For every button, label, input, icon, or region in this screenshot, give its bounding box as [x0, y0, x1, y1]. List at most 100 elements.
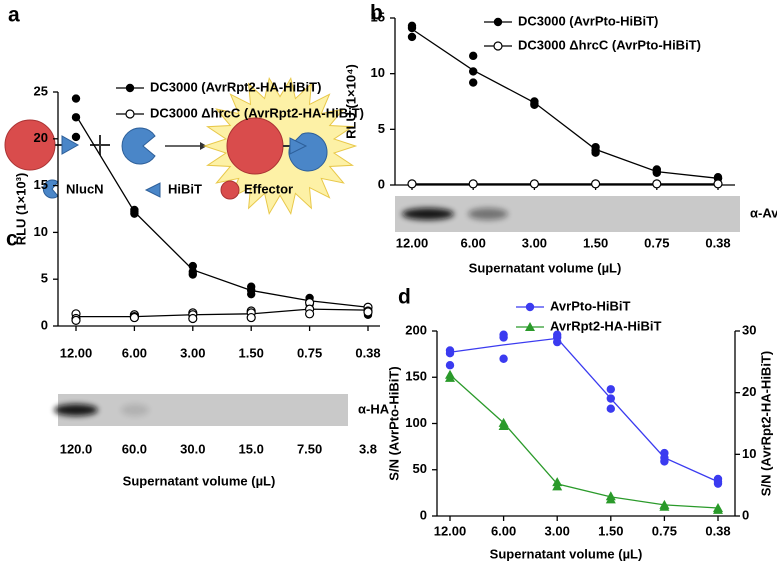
legend-marker: [493, 17, 503, 27]
data-point: [305, 309, 315, 319]
y2-axis-title: S/N (AvrRpt2-HA-HiBiT): [758, 351, 773, 496]
data-point: [188, 313, 198, 324]
y-tick-label: 0: [378, 176, 385, 191]
legend-label: DC3000 ΔhrcC (AvrPto-HiBiT): [518, 37, 701, 52]
x-tick-label: 1.50: [239, 345, 264, 360]
data-point: [652, 179, 662, 189]
data-point: [606, 404, 616, 413]
x-axis-title: Supernatant volume (µL): [490, 546, 643, 561]
y-tick-label: 5: [378, 121, 385, 136]
y-tick-label: 5: [41, 271, 48, 286]
chart-panel: c 0 5 10 15 20 25 12.00 120.0 6.00 60.0 3.00 30.0 1.5…: [6, 79, 390, 488]
x-axis-title: Supernatant volume (µL): [123, 473, 276, 488]
y-tick-label: 200: [405, 322, 427, 337]
panel-a: a NlucN HiBiT Effector: [4, 4, 358, 216]
x-tick-label-secondary: 30.0: [180, 441, 205, 456]
data-point: [713, 179, 723, 189]
data-point: [469, 51, 478, 61]
legend-label: DC3000 ΔhrcC (AvrRpt2-HA-HiBiT): [150, 105, 364, 120]
legend-marker: [525, 322, 535, 331]
legend-label: DC3000 (AvrPto-HiBiT): [518, 13, 658, 28]
x-tick-label: 1.50: [583, 235, 608, 250]
hibit-legend-icon: [144, 182, 161, 198]
x-axis-title: Supernatant volume (µL): [469, 260, 622, 275]
x-tick-label: 0.75: [652, 523, 677, 538]
x-tick-label: 3.00: [522, 235, 547, 250]
y-tick-label: 15: [34, 177, 48, 192]
data-point: [445, 349, 455, 358]
series-line: [75, 115, 369, 308]
y2-tick-label: 20: [742, 384, 756, 399]
x-tick-label: 12.00: [396, 235, 429, 250]
blot-label: α-HA: [358, 401, 390, 416]
y-tick-label: 10: [34, 224, 48, 239]
data-point: [407, 23, 417, 33]
chart-panel: b 0 5 10 15 12.00 6.00 3.00 1.50 0.75 0.38 RLU (1×1…: [343, 2, 777, 276]
x-tick-label: 3.00: [545, 523, 570, 538]
blot-band: [468, 208, 508, 220]
legend-label: NlucN: [66, 181, 104, 196]
data-point: [530, 100, 539, 110]
y2-tick-label: 30: [742, 322, 756, 337]
hibit-icon: [61, 135, 80, 155]
data-point: [445, 361, 455, 370]
x-tick-label: 0.38: [355, 345, 380, 360]
data-point: [468, 179, 478, 189]
data-point: [553, 337, 562, 347]
legend-label: AvrRpt2-HA-HiBiT: [550, 318, 662, 333]
data-point: [445, 372, 455, 382]
y-tick-label: 10: [371, 65, 385, 80]
effector-icon: [226, 117, 284, 175]
x-tick-label: 0.75: [297, 345, 322, 360]
nlucn-icon: [121, 127, 156, 165]
data-point: [71, 94, 81, 103]
y-axis-title: RLU (1×10⁴): [343, 64, 358, 139]
y-tick-label: 20: [34, 130, 48, 145]
x-tick-label: 0.38: [705, 235, 730, 250]
legend-marker: [125, 109, 135, 119]
data-point: [499, 354, 508, 363]
data-point: [499, 333, 508, 342]
x-tick-label-secondary: 7.50: [297, 441, 322, 456]
legend-label: HiBiT: [168, 181, 202, 196]
data-point: [659, 501, 670, 511]
legend-label: DC3000 (AvrRpt2-HA-HiBiT): [150, 79, 321, 94]
blot-band: [54, 404, 98, 416]
data-point: [71, 113, 81, 122]
y2-tick-label: 10: [742, 446, 756, 461]
data-point: [713, 504, 723, 514]
data-point: [363, 307, 373, 317]
data-point: [552, 481, 563, 491]
blot-band: [121, 404, 149, 416]
data-point: [606, 385, 616, 394]
data-point: [713, 479, 723, 488]
x-tick-label: 6.00: [122, 345, 147, 360]
data-point: [407, 32, 417, 42]
data-point: [71, 132, 81, 142]
legend-marker: [493, 41, 503, 51]
y-axis-title: RLU (1×10³): [13, 173, 28, 246]
data-point: [407, 179, 417, 189]
data-point: [130, 209, 139, 218]
chart-panel: d 0 50 100 150 200 0 10 20 30S/N (AvrRpt2-HA-HiBi…: [386, 286, 773, 562]
x-tick-label-secondary: 120.0: [60, 441, 93, 456]
data-point: [129, 312, 139, 323]
data-point: [606, 394, 616, 403]
y-tick-label: 0: [41, 317, 48, 332]
x-tick-label: 3.00: [180, 345, 205, 360]
series-line: [411, 28, 719, 179]
hibit-icon: [289, 137, 308, 155]
data-point: [590, 179, 601, 189]
y-tick-label: 100: [405, 415, 427, 430]
panel-label: a: [8, 4, 20, 27]
y-tick-label: 0: [420, 507, 427, 522]
data-point: [591, 148, 600, 157]
blot-band: [402, 208, 454, 220]
series-line: [449, 337, 719, 483]
x-tick-label-secondary: 15.0: [239, 441, 264, 456]
legend-marker: [525, 302, 535, 312]
y-tick-label: 150: [405, 369, 427, 384]
data-point: [246, 289, 256, 299]
legend-marker: [125, 83, 135, 93]
